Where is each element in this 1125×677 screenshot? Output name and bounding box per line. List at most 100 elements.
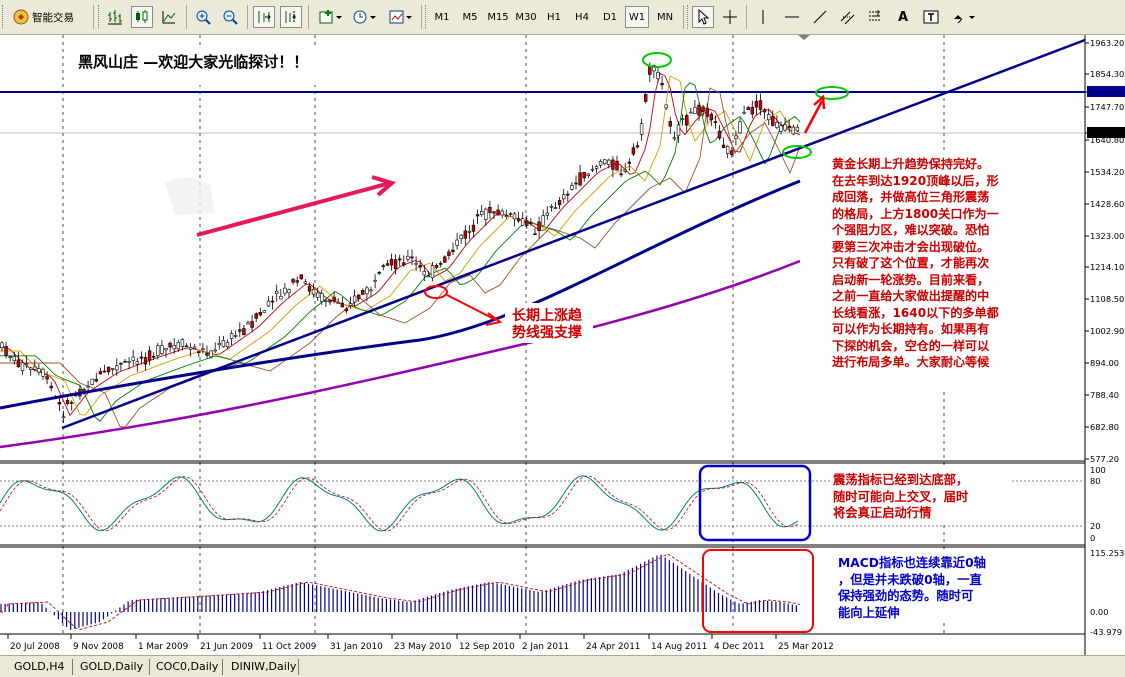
candle [172, 338, 176, 354]
timeframe-h4[interactable]: H4 [575, 11, 589, 23]
crosshair-button[interactable] [719, 6, 741, 28]
candle [102, 364, 107, 373]
candle [250, 314, 254, 333]
tab-coc0-daily[interactable]: COC0,Daily [156, 660, 219, 673]
target-arrow [803, 100, 824, 134]
candle [287, 288, 291, 299]
annotation-line: 黄金长期上升趋势保持完好。 [832, 157, 990, 171]
candle [553, 202, 558, 210]
candle [234, 330, 238, 339]
candle [418, 259, 422, 272]
candle [779, 121, 783, 135]
toolbar-grip[interactable] [687, 5, 691, 29]
tab-gold-daily[interactable]: GOLD,Daily [80, 660, 144, 673]
macd-highlight-box [702, 549, 814, 633]
channel-button[interactable] [837, 6, 859, 28]
fibonacci-button[interactable] [864, 6, 886, 28]
chart-shift-button[interactable] [280, 6, 302, 28]
toolbar-separator [308, 5, 309, 29]
macd-signal-line [0, 553, 801, 630]
candle [598, 159, 603, 169]
cursor-button[interactable] [692, 6, 714, 28]
gold-weekly-chart[interactable]: 黑风山庄 —欢迎大家光临探讨！！ 长期上涨趋 势线强支撑 1963.20 1854… [0, 31, 1125, 655]
date-label: 4 Dec 2011 [714, 642, 765, 652]
candle [164, 347, 168, 358]
timeframe-h1[interactable]: H1 [547, 11, 561, 23]
timeframe-m15[interactable]: M15 [487, 11, 509, 23]
timeframe-w1[interactable]: W1 [625, 6, 649, 28]
candle [139, 351, 144, 365]
indicators-button[interactable] [316, 6, 346, 28]
text-label-button[interactable] [920, 6, 942, 28]
candle [471, 219, 476, 238]
date-label: 14 Aug 2011 [651, 642, 707, 652]
candle [180, 338, 185, 351]
annotation-line: 随时可能向上交叉，届时 [833, 489, 969, 504]
candle [311, 283, 316, 298]
timeframe-mn[interactable]: MN [656, 11, 674, 23]
toolbar-grip[interactable] [2, 5, 6, 29]
candle [270, 295, 275, 310]
tab-gold-h4[interactable]: GOLD,H4 [14, 660, 65, 673]
arrows-button[interactable] [950, 6, 978, 28]
candle [512, 212, 517, 227]
candle [672, 131, 677, 141]
templates-button[interactable] [386, 6, 416, 28]
autotrading-button[interactable]: 智能交易 [10, 6, 88, 28]
stochastic-main-line [0, 475, 799, 532]
zoom-out-button[interactable] [219, 6, 241, 28]
support-arrow [446, 294, 497, 321]
candle [119, 362, 123, 372]
candlestick-icon [136, 10, 148, 23]
long-term-trendline[interactable] [61, 38, 1086, 430]
chart-shift-marker[interactable] [798, 35, 810, 40]
zoom-out-icon [223, 10, 238, 25]
zoom-in-button[interactable] [192, 6, 214, 28]
candle [356, 294, 361, 302]
horizontal-line-button[interactable] [781, 6, 803, 28]
candle [279, 289, 283, 300]
candle [717, 125, 722, 141]
candlestick-button[interactable] [131, 6, 153, 28]
candle [438, 261, 443, 268]
trendline-button[interactable] [809, 6, 831, 28]
timeframe-m1[interactable]: M1 [434, 11, 450, 23]
candle [758, 93, 763, 116]
annotation-line: 震荡指标已经到达底部， [833, 473, 969, 487]
candle [721, 137, 726, 149]
candle [188, 343, 193, 357]
annotation-line: 之前一直给大家做出提醒的中 [832, 289, 990, 303]
candle [12, 351, 16, 365]
candle [479, 205, 484, 217]
toolbar-grip[interactable] [425, 5, 429, 29]
tab-diniw-daily[interactable]: DINIW,Daily [231, 660, 297, 673]
candle [127, 357, 131, 370]
timeframe-m5[interactable]: M5 [462, 11, 478, 23]
bar-chart-button[interactable] [104, 6, 126, 28]
candle [49, 382, 53, 392]
annotation-line: 只有破了这个位置，才能再次 [832, 256, 990, 270]
candle [131, 349, 135, 366]
bar-chart-icon [108, 10, 122, 25]
candle [602, 159, 607, 166]
candle [283, 283, 287, 297]
autoscroll-button[interactable] [253, 6, 275, 28]
candle [303, 279, 308, 285]
candle [57, 396, 62, 411]
candle [775, 115, 779, 130]
timeframe-m30[interactable]: M30 [515, 11, 537, 23]
text-button[interactable]: A [897, 9, 909, 25]
candle [168, 341, 172, 353]
moving-average-line [0, 72, 801, 417]
candle [762, 107, 767, 120]
toolbar-grip[interactable] [98, 5, 102, 29]
candle [332, 291, 336, 304]
candle [656, 65, 660, 83]
timeframe-d1[interactable]: D1 [602, 11, 618, 23]
candle [20, 359, 25, 376]
line-chart-button[interactable] [158, 6, 180, 28]
vertical-line-button[interactable] [752, 6, 774, 28]
periods-button[interactable] [350, 6, 380, 28]
candle [295, 276, 299, 287]
candle [33, 359, 37, 372]
